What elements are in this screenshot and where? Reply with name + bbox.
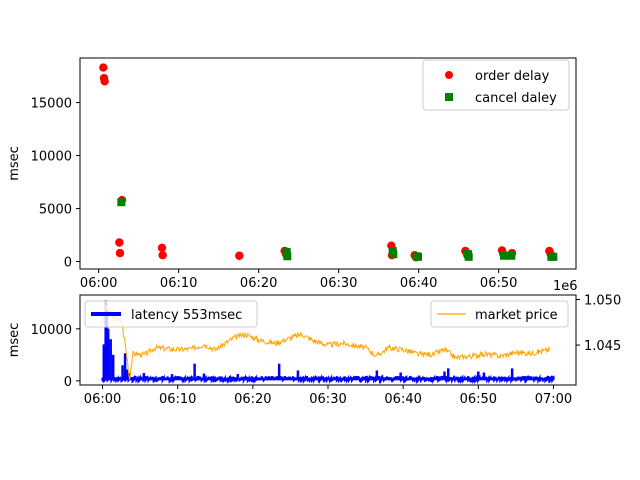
order-delay-point: [100, 77, 109, 86]
cancel-daley-point: [283, 252, 292, 261]
top-x-tick-label: 06:50: [480, 276, 517, 291]
top-scatter-panel: 06:00 06:10 06:20 06:30 06:40 06:50 0 5000 1000…: [7, 57, 577, 291]
bottom-x-tick-label: 06:50: [460, 392, 497, 407]
top-y-tick-label: 5000: [39, 203, 72, 218]
top-y-tick-label: 0: [64, 256, 72, 271]
market-price-legend-box: [430, 300, 569, 328]
bottom-x-tick-label: 06:00: [84, 392, 121, 407]
top-plot-marks: [99, 63, 558, 262]
bottom-y-tick-label: 10000: [31, 323, 72, 338]
cancel-daley-point: [414, 252, 422, 261]
bottom-x-ticks: 06:00 06:10 06:20 06:30 06:40 06:50 07:00: [84, 385, 572, 407]
legend-label-order-delay: order delay: [475, 69, 550, 84]
bottom-x-tick-label: 06:10: [159, 392, 196, 407]
cancel-daley-point: [549, 252, 558, 261]
right-axis-offset-label: 1e6: [553, 279, 578, 294]
order-delay-point: [115, 238, 124, 247]
right-y-tick-label: 1.045: [584, 339, 621, 354]
top-x-tick-label: 06:20: [240, 276, 277, 291]
top-x-ticks: 06:00 06:10 06:20 06:30 06:40 06:50: [80, 269, 517, 291]
order-delay-point: [99, 63, 108, 72]
order-delay-point: [158, 251, 167, 260]
top-x-tick-label: 06:30: [320, 276, 357, 291]
cancel-daley-point: [282, 248, 291, 257]
top-axes-frame: [79, 57, 577, 270]
legend-label-market-price: market price: [475, 308, 558, 323]
bottom-x-tick-label: 06:20: [234, 392, 271, 407]
order-delay-point: [235, 251, 244, 260]
top-y-tick-label: 15000: [31, 97, 72, 112]
right-y-tick-label: 1.050: [584, 293, 621, 308]
order-delay-point: [115, 248, 125, 258]
top-y-ticks: 0 5000 10000 15000: [31, 97, 80, 271]
market-price-legend: market price: [430, 300, 569, 328]
legend-label-cancel-daley: cancel daley: [475, 91, 557, 106]
bottom-x-tick-label: 06:40: [384, 392, 421, 407]
bottom-x-tick-label: 06:30: [309, 392, 346, 407]
cancel-daley-point: [389, 250, 398, 259]
latency-legend: latency 553msec: [84, 300, 258, 328]
legend-marker-order-delay: [445, 71, 453, 79]
top-x-tick-label: 06:10: [160, 276, 197, 291]
bottom-y-tick-label: 0: [64, 375, 72, 390]
order-delay-point: [157, 243, 167, 252]
top-x-tick-label: 06:40: [400, 276, 437, 291]
legend-marker-cancel-daley: [445, 93, 453, 101]
top-x-tick-label: 06:00: [80, 276, 117, 291]
cancel-daley-point: [464, 252, 473, 261]
top-legend-box: [422, 59, 570, 111]
market-price-line: [102, 304, 551, 380]
cancel-daley-point: [117, 198, 126, 207]
top-y-tick-label: 10000: [31, 150, 72, 165]
top-legend: order delay cancel daley: [422, 59, 570, 111]
bottom-x-tick-label: 07:00: [535, 392, 572, 407]
legend-label-latency: latency 553msec: [131, 308, 242, 323]
bottom-line-panel: 06:00 06:10 06:20 06:30 06:40 06:50 07:00 0 100…: [7, 279, 621, 407]
bottom-right-y-ticks: 1.045 1.050: [576, 293, 621, 354]
cancel-daley-point: [500, 251, 508, 260]
bottom-y-axis-label: msec: [7, 323, 22, 358]
top-y-axis-label: msec: [7, 146, 22, 181]
cancel-daley-point: [507, 251, 516, 260]
bottom-y-ticks: 0 10000: [31, 323, 80, 390]
latency-legend-box: [84, 300, 258, 328]
